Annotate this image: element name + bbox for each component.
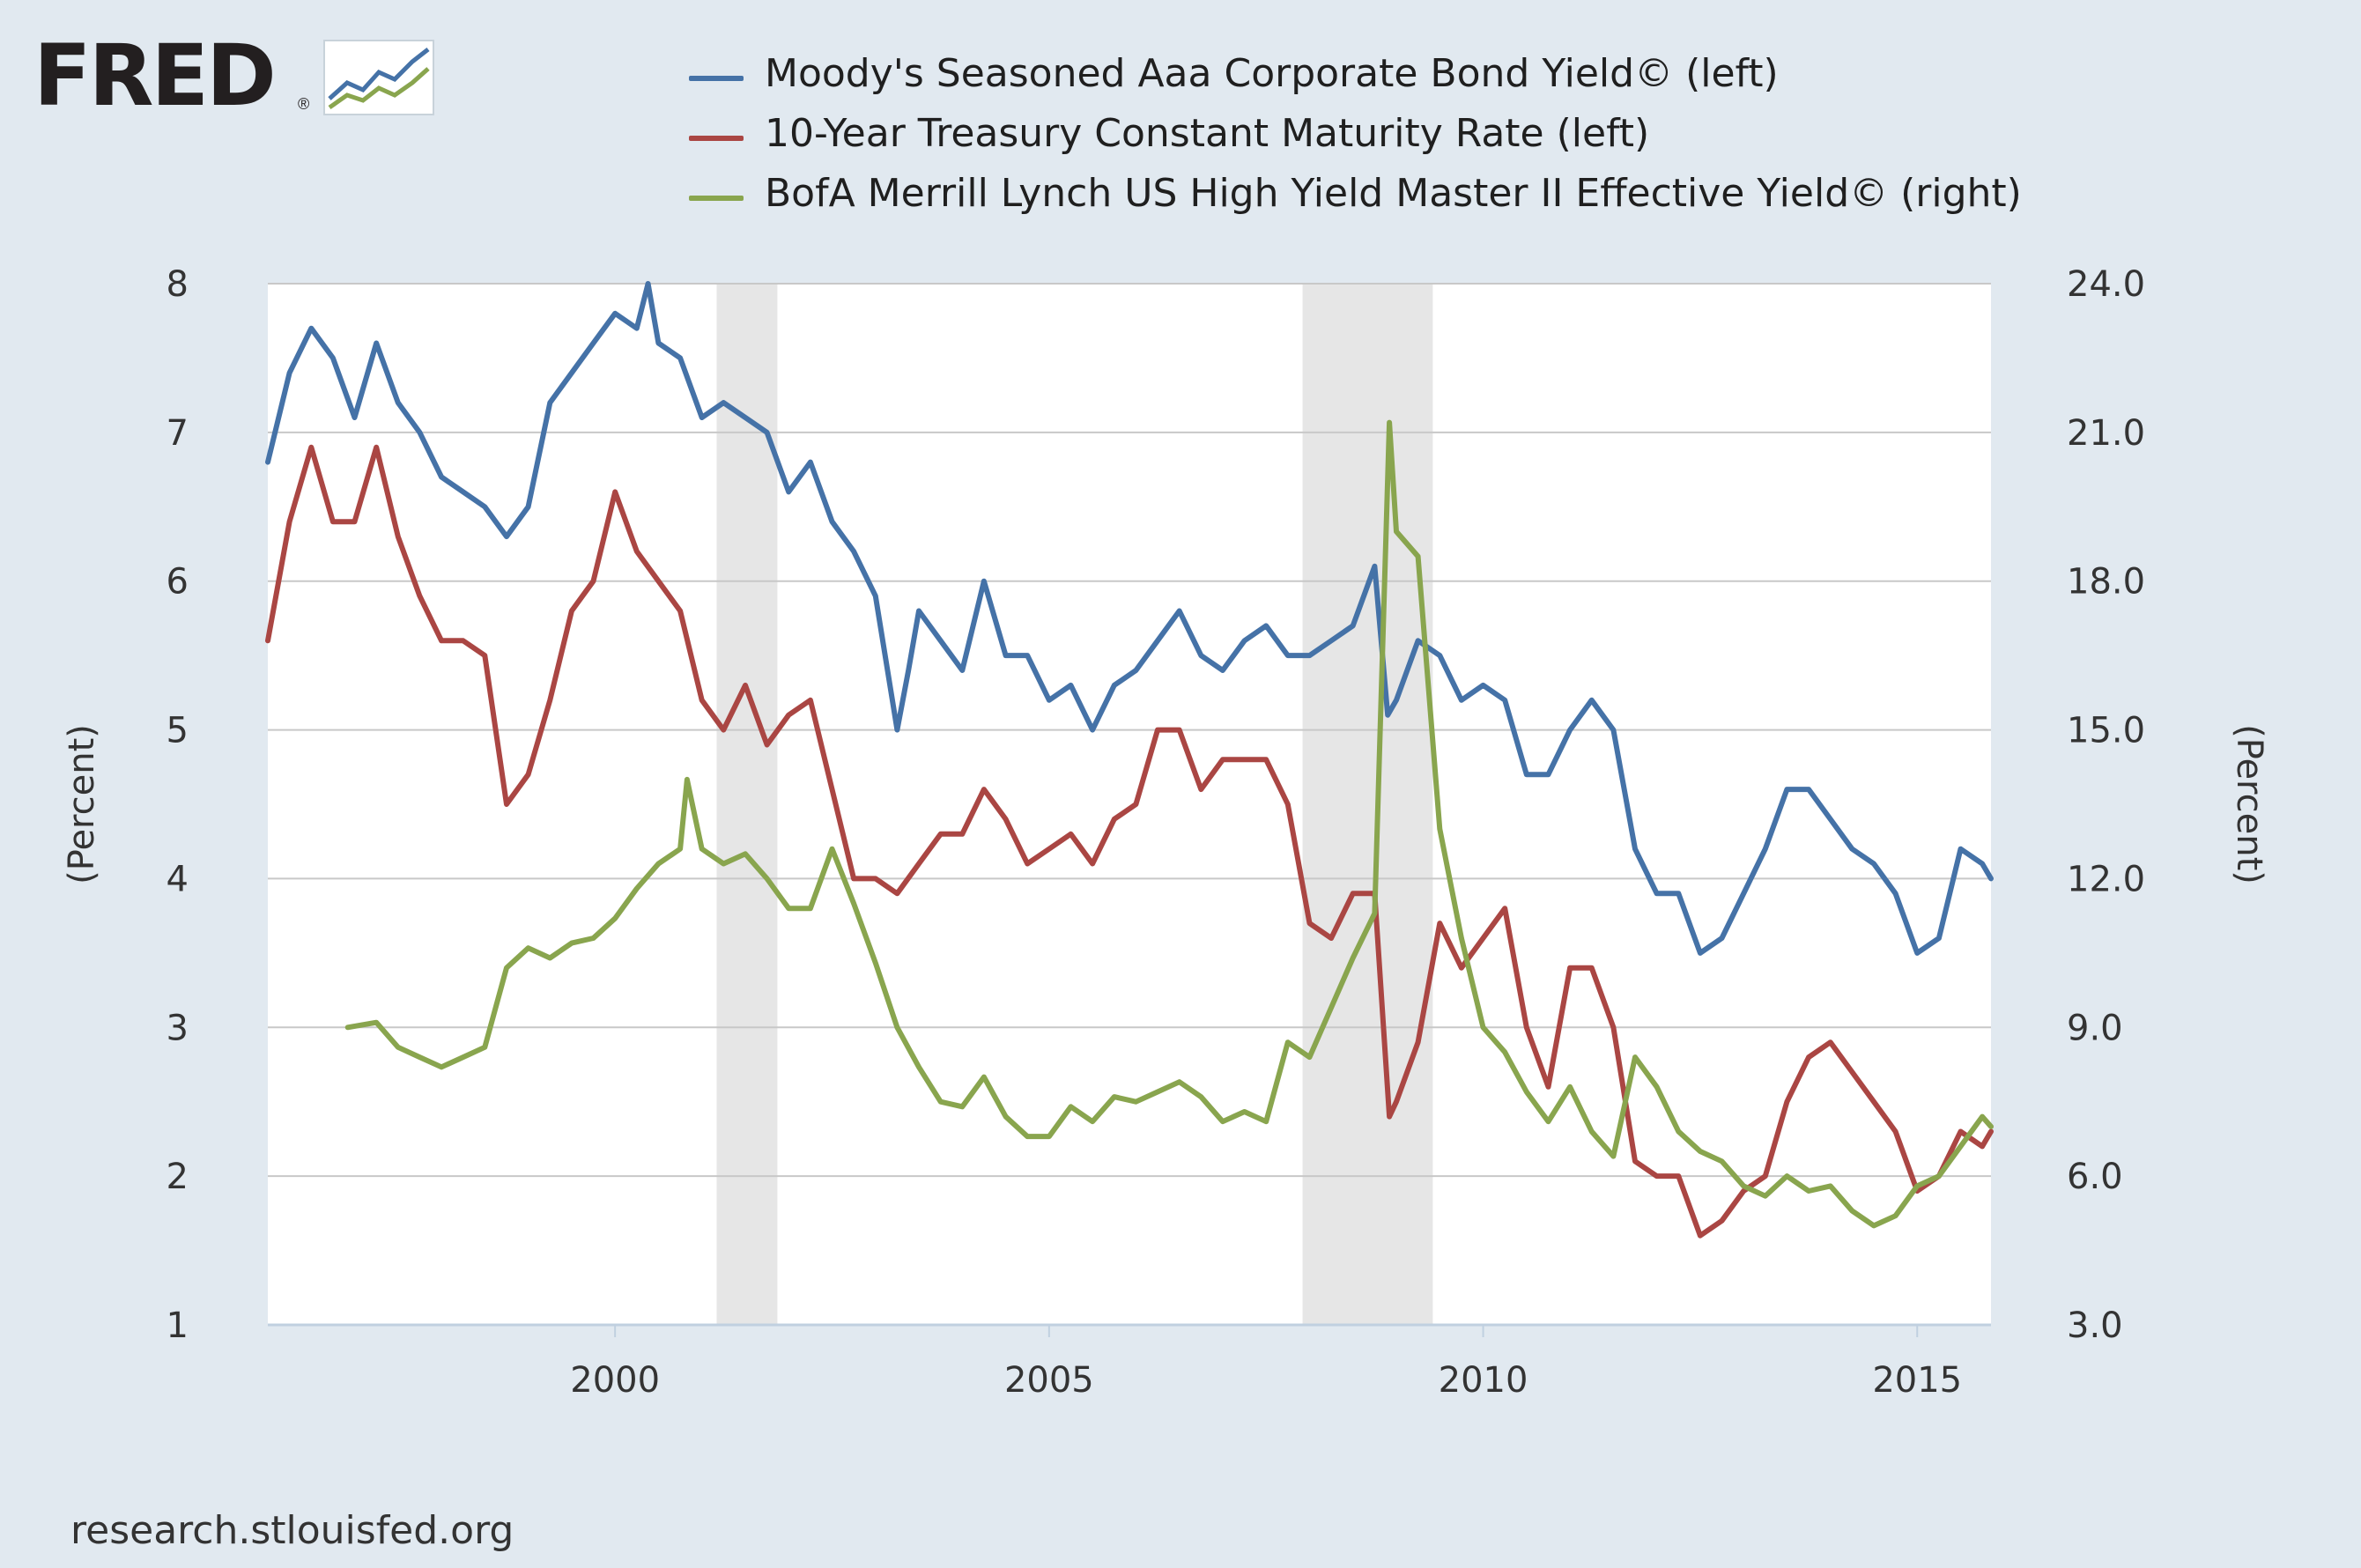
right-axis-title: (Percent) xyxy=(2229,724,2269,884)
legend-label-aaa: Moody's Seasoned Aaa Corporate Bond Yiel… xyxy=(765,51,1779,96)
recession-shading xyxy=(716,284,1433,1325)
registered-mark: ® xyxy=(298,95,310,113)
gridlines xyxy=(268,283,1991,1327)
series-lines xyxy=(265,281,1994,1239)
recession-band-2 xyxy=(1302,284,1433,1325)
legend-label-treasury: 10-Year Treasury Constant Maturity Rate … xyxy=(765,111,1650,156)
fred-chart-icon xyxy=(323,40,434,115)
legend-swatch-high-yield xyxy=(689,196,744,201)
right-tick-label-3: 3.0 xyxy=(2067,1305,2123,1346)
fred-logo[interactable]: FRED ® xyxy=(33,26,434,125)
series-aaa-line[interactable] xyxy=(265,281,1994,956)
left-axis-title: (Percent) xyxy=(62,724,102,884)
left-tick-label-2: 2 xyxy=(167,1157,189,1197)
left-tick-label-8: 8 xyxy=(167,264,189,305)
left-tick-label-1: 1 xyxy=(167,1305,189,1346)
left-tick-label-3: 3 xyxy=(167,1008,189,1048)
right-tick-label-12: 12.0 xyxy=(2067,859,2145,899)
x-tick-label-2000: 2000 xyxy=(570,1360,660,1401)
right-tick-label-6: 6.0 xyxy=(2067,1157,2123,1197)
x-tick-label-2010: 2010 xyxy=(1439,1360,1528,1401)
x-tick-label-2015: 2015 xyxy=(1872,1360,1962,1401)
right-tick-label-15: 15.0 xyxy=(2067,711,2145,751)
series-high-yield-line[interactable] xyxy=(344,419,1994,1229)
legend-swatch-aaa xyxy=(689,76,744,81)
right-tick-label-21: 21.0 xyxy=(2067,413,2145,454)
plot-area xyxy=(268,284,1991,1325)
recession-band-1 xyxy=(716,284,778,1325)
fred-logo-text: FRED xyxy=(33,26,277,125)
left-tick-label-4: 4 xyxy=(167,859,189,899)
series-treasury-line[interactable] xyxy=(265,444,1994,1239)
tick-labels: 1 2 3 4 5 6 7 8 3.0 6.0 9.0 12.0 15.0 18.0 21.0 24.0 200… xyxy=(167,264,2146,1401)
left-tick-label-7: 7 xyxy=(167,413,189,454)
right-tick-label-9: 9.0 xyxy=(2067,1008,2123,1048)
legend-swatch-treasury xyxy=(689,136,744,141)
left-tick-label-6: 6 xyxy=(167,562,189,603)
right-tick-label-18: 18.0 xyxy=(2067,562,2145,603)
legend-label-high-yield: BofA Merrill Lynch US High Yield Master … xyxy=(765,171,2022,216)
source-link[interactable]: research.stlouisfed.org xyxy=(70,1508,514,1553)
left-tick-label-5: 5 xyxy=(167,711,189,751)
right-tick-label-24: 24.0 xyxy=(2067,264,2145,305)
x-tick-label-2005: 2005 xyxy=(1004,1360,1094,1401)
